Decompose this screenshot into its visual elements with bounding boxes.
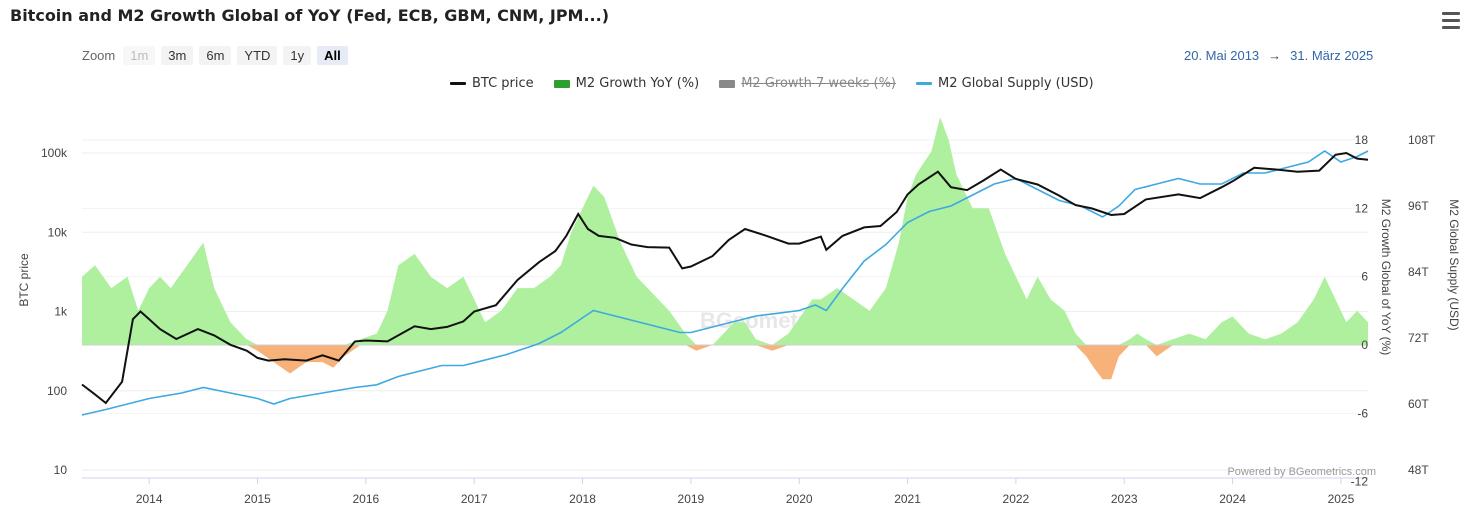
legend-label: M2 Global Supply (USD) [938,76,1094,91]
legend-symbol [719,79,736,88]
x-tick-label: 2016 [353,492,380,506]
btc-axis-title: BTC price [17,253,31,307]
m2-growth-axis-tick-label: 0 [1361,338,1368,352]
x-tick-label: 2019 [678,492,705,506]
date-range-from[interactable]: 20. Mai 2013 [1184,48,1260,63]
m2-growth-axis-tick-label: 12 [1355,201,1369,215]
m2-supply-axis-title: M2 Global Supply (USD) [1447,199,1461,330]
zoom-button-all[interactable]: All [317,46,348,65]
x-tick-label: 2021 [894,492,921,506]
btc-axis-tick-label: 10 [54,463,68,477]
x-tick-label: 2015 [244,492,271,506]
series-btc-price-line[interactable] [81,151,1369,405]
btc-axis-tick-label: 1k [54,305,68,319]
date-range-to[interactable]: 31. März 2025 [1290,48,1374,63]
zoom-selector: Zoom 1m 3m 6m YTD 1y All [82,46,354,65]
legend-label: BTC price [472,76,534,91]
m2-growth-axis-tick-label: 6 [1361,270,1368,284]
legend-item-m2-growth-7-weeks[interactable]: M2 Growth 7 weeks (%) [719,76,896,91]
m2-supply-axis-tick-label: 72T [1408,331,1429,345]
m2-supply-axis-tick-label: 48T [1408,463,1429,477]
x-tick-label: 2023 [1111,492,1138,506]
series-m2-growth-positive-area[interactable] [82,117,1368,345]
btc-axis-tick-label: 10k [48,225,68,239]
btc-axis-tick-label: 100k [41,146,68,160]
menu-bar [1442,12,1460,15]
legend-label: M2 Growth 7 weeks (%) [741,76,896,91]
m2-supply-axis-tick-label: 60T [1408,397,1429,411]
m2-growth-axis-tick-label: -12 [1351,475,1369,489]
legend-item-m2-growth-yoy[interactable]: M2 Growth YoY (%) [553,76,700,91]
m2-growth-axis-tick-label: -6 [1357,406,1368,420]
btc-axis-tick-label: 100 [47,384,67,398]
x-tick-label: 2025 [1328,492,1355,506]
menu-bar [1442,19,1460,22]
legend-symbol [553,79,570,88]
zoom-button-6m[interactable]: 6m [199,46,232,65]
x-tick-label: 2024 [1219,492,1246,506]
m2-supply-axis-tick-label: 96T [1408,199,1429,213]
zoom-button-1y[interactable]: 1y [283,46,312,65]
menu-bar [1442,26,1460,29]
x-tick-label: 2020 [786,492,813,506]
legend-symbol [916,82,932,85]
zoom-button-3m[interactable]: 3m [161,46,194,65]
hamburger-menu-icon[interactable] [1438,10,1464,30]
m2-supply-axis-tick-label: 84T [1408,265,1429,279]
legend-label: M2 Growth YoY (%) [575,76,700,91]
zoom-label: Zoom [82,48,116,63]
m2-growth-axis-tick-label: 18 [1355,133,1369,147]
zoom-button-ytd[interactable]: YTD [237,46,278,65]
legend-symbol [450,82,466,85]
x-tick-label: 2014 [136,492,163,506]
m2-growth-axis-title: M2 Growth Global of YoY (%) [1379,199,1393,356]
series-m2-growth-negative-area[interactable] [82,345,1368,380]
credit-link[interactable]: Powered by BGeometrics.com [1227,466,1376,478]
series-m2-global-supply-line[interactable] [81,150,1369,416]
x-tick-label: 2018 [569,492,596,506]
legend-item-btc-price[interactable]: BTC price [450,76,534,91]
x-tick-label: 2017 [461,492,488,506]
date-range-arrow: → [1268,48,1282,63]
date-range: 20. Mai 2013 → 31. März 2025 [1184,48,1373,63]
zoom-button-1m[interactable]: 1m [123,46,156,65]
chart-title: Bitcoin and M2 Growth Global of YoY (Fed… [10,6,610,25]
chart-legend: BTC price M2 Growth YoY (%) M2 Growth 7 … [450,76,1094,91]
legend-item-m2-global-supply[interactable]: M2 Global Supply (USD) [916,76,1094,91]
m2-supply-axis-tick-label: 108T [1408,133,1436,147]
x-tick-label: 2022 [1003,492,1030,506]
